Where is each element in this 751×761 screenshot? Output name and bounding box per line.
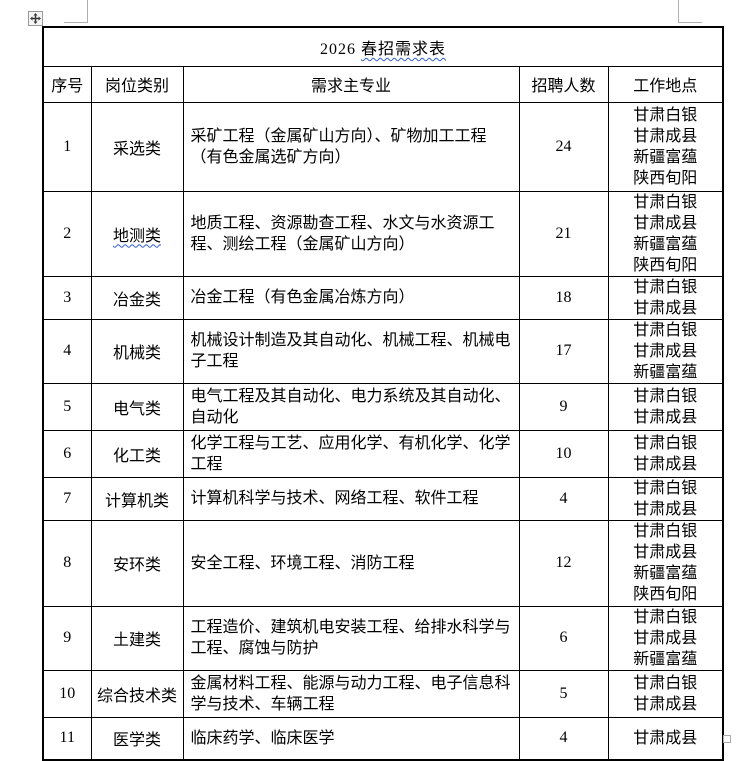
header-row: 序号 岗位类别 需求主专业 招聘人数 工作地点 <box>42 65 724 103</box>
locations-cell: 甘肃成县 <box>607 716 724 761</box>
headcount-cell: 4 <box>518 476 609 521</box>
serial-cell: 10 <box>42 669 92 718</box>
headcount-cell: 21 <box>518 190 609 277</box>
recruitment-table: 2026 春招需求表 序号 岗位类别 需求主专业 招聘人数 工作地点 1 采选类采… <box>42 26 725 761</box>
table-row: 2 地测类 地质工程、资源勘查工程、水文与水资源工程、测绘工程（金属矿山方向） 21 甘… <box>42 190 724 277</box>
table-row: 1 采选类 采矿工程（金属矿山方向）、矿物加工工程（有色金属选矿方向） 24 甘肃白银 … <box>42 101 724 192</box>
header-serial: 序号 <box>42 65 92 103</box>
headcount-cell: 6 <box>518 605 609 671</box>
headcount-cell: 5 <box>518 669 609 718</box>
title-text-underlined: 春招需求表 <box>361 40 447 58</box>
table-body: 1 采选类 采矿工程（金属矿山方向）、矿物加工工程（有色金属选矿方向） 24 甘肃白银 … <box>42 101 724 761</box>
locations-cell: 甘肃白银 甘肃成县 新疆富蕴 <box>607 318 724 384</box>
table-move-handle-icon[interactable] <box>28 11 43 26</box>
locations-cell: 甘肃白银 甘肃成县 <box>607 669 724 718</box>
header-headcount: 招聘人数 <box>518 65 609 103</box>
header-location: 工作地点 <box>607 65 724 103</box>
locations-cell: 甘肃白银 甘肃成县 新疆富蕴 陕西旬阳 <box>607 519 724 607</box>
table-title: 2026 春招需求表 <box>42 26 724 67</box>
category-cell: 土建类 <box>90 605 184 671</box>
category-cell: 医学类 <box>90 716 184 761</box>
category-cell: 地测类 <box>90 190 184 277</box>
table-resize-handle-icon[interactable] <box>723 735 731 743</box>
locations-cell: 甘肃白银 甘肃成县 新疆富蕴 陕西旬阳 <box>607 190 724 277</box>
table-row: 10 综合技术类 金属材料工程、能源与动力工程、电子信息科学与技术、车辆工程 5 甘肃白… <box>42 669 724 718</box>
majors-cell: 安全工程、环境工程、消防工程 <box>182 519 520 607</box>
locations-cell: 甘肃白银 甘肃成县 新疆富蕴 陕西旬阳 <box>607 101 724 192</box>
table-row: 9 土建类 工程造价、建筑机电安装工程、给排水科学与工程、腐蚀与防护 6 甘肃白银 甘肃… <box>42 605 724 671</box>
table-row: 11 医学类 临床药学、临床医学 4 甘肃成县 <box>42 716 724 761</box>
headcount-cell: 17 <box>518 318 609 384</box>
margin-crop-mark-top-left <box>64 0 88 23</box>
majors-cell: 电气工程及其自动化、电力系统及其自动化、自动化 <box>182 382 520 431</box>
headcount-cell: 4 <box>518 716 609 761</box>
serial-cell: 5 <box>42 382 92 431</box>
serial-cell: 7 <box>42 476 92 521</box>
header-category: 岗位类别 <box>90 65 184 103</box>
category-cell: 安环类 <box>90 519 184 607</box>
serial-cell: 2 <box>42 190 92 277</box>
title-year: 2026 <box>320 40 362 58</box>
serial-cell: 4 <box>42 318 92 384</box>
title-row: 2026 春招需求表 <box>42 26 724 67</box>
category-cell: 化工类 <box>90 429 184 478</box>
table-row: 4 机械类 机械设计制造及其自动化、机械工程、机械电子工程 17 甘肃白银 甘肃成县 新… <box>42 318 724 384</box>
serial-cell: 3 <box>42 275 92 320</box>
category-cell: 计算机类 <box>90 476 184 521</box>
headcount-cell: 10 <box>518 429 609 478</box>
majors-cell: 采矿工程（金属矿山方向）、矿物加工工程（有色金属选矿方向） <box>182 101 520 192</box>
majors-cell: 化学工程与工艺、应用化学、有机化学、化学工程 <box>182 429 520 478</box>
majors-cell: 工程造价、建筑机电安装工程、给排水科学与工程、腐蚀与防护 <box>182 605 520 671</box>
majors-cell: 计算机科学与技术、网络工程、软件工程 <box>182 476 520 521</box>
locations-cell: 甘肃白银 甘肃成县 新疆富蕴 <box>607 605 724 671</box>
locations-cell: 甘肃白银 甘肃成县 <box>607 275 724 320</box>
table-row: 6 化工类 化学工程与工艺、应用化学、有机化学、化学工程 10 甘肃白银 甘肃成县 <box>42 429 724 478</box>
margin-crop-mark-top-right <box>678 0 702 23</box>
headcount-cell: 24 <box>518 101 609 192</box>
serial-cell: 1 <box>42 101 92 192</box>
locations-cell: 甘肃白银 甘肃成县 <box>607 476 724 521</box>
category-cell: 机械类 <box>90 318 184 384</box>
four-way-arrow-icon <box>30 13 41 24</box>
majors-cell: 临床药学、临床医学 <box>182 716 520 761</box>
header-majors: 需求主专业 <box>182 65 520 103</box>
serial-cell: 11 <box>42 716 92 761</box>
category-cell: 电气类 <box>90 382 184 431</box>
locations-cell: 甘肃白银 甘肃成县 <box>607 429 724 478</box>
table-row: 3 冶金类 冶金工程（有色金属冶炼方向） 18 甘肃白银 甘肃成县 <box>42 275 724 320</box>
majors-cell: 金属材料工程、能源与动力工程、电子信息科学与技术、车辆工程 <box>182 669 520 718</box>
majors-cell: 冶金工程（有色金属冶炼方向） <box>182 275 520 320</box>
category-cell: 综合技术类 <box>90 669 184 718</box>
headcount-cell: 9 <box>518 382 609 431</box>
serial-cell: 9 <box>42 605 92 671</box>
majors-cell: 机械设计制造及其自动化、机械工程、机械电子工程 <box>182 318 520 384</box>
majors-cell: 地质工程、资源勘查工程、水文与水资源工程、测绘工程（金属矿山方向） <box>182 190 520 277</box>
serial-cell: 8 <box>42 519 92 607</box>
table-row: 7 计算机类 计算机科学与技术、网络工程、软件工程 4 甘肃白银 甘肃成县 <box>42 476 724 521</box>
serial-cell: 6 <box>42 429 92 478</box>
headcount-cell: 12 <box>518 519 609 607</box>
category-cell: 冶金类 <box>90 275 184 320</box>
category-cell: 采选类 <box>90 101 184 192</box>
table-row: 8 安环类 安全工程、环境工程、消防工程 12 甘肃白银 甘肃成县 新疆富蕴 陕西旬阳 <box>42 519 724 607</box>
headcount-cell: 18 <box>518 275 609 320</box>
locations-cell: 甘肃白银 甘肃成县 <box>607 382 724 431</box>
table-row: 5 电气类 电气工程及其自动化、电力系统及其自动化、自动化 9 甘肃白银 甘肃成县 <box>42 382 724 431</box>
